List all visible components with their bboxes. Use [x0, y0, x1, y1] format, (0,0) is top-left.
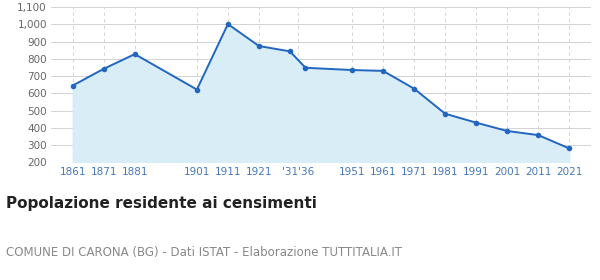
Point: [472, 120, 481, 125]
Point: [223, 22, 233, 26]
Point: [254, 44, 264, 48]
Point: [130, 52, 140, 56]
Point: [533, 133, 543, 137]
Point: [565, 146, 574, 151]
Point: [347, 68, 357, 72]
Point: [301, 66, 310, 70]
Point: [502, 129, 512, 133]
Point: [378, 69, 388, 73]
Point: [192, 87, 202, 92]
Text: COMUNE DI CARONA (BG) - Dati ISTAT - Elaborazione TUTTITALIA.IT: COMUNE DI CARONA (BG) - Dati ISTAT - Ela…: [6, 246, 402, 259]
Point: [409, 87, 419, 91]
Point: [68, 83, 77, 88]
Text: Popolazione residente ai censimenti: Popolazione residente ai censimenti: [6, 196, 317, 211]
Point: [285, 49, 295, 53]
Point: [440, 111, 450, 116]
Point: [99, 67, 109, 71]
